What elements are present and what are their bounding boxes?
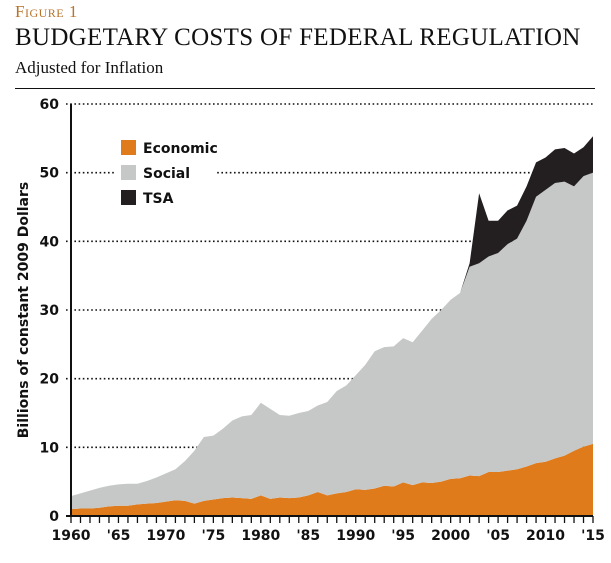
y-axis-label: Billions of constant 2009 Dollars	[16, 182, 32, 439]
area-economic	[71, 443, 593, 516]
x-tick-label: 1960	[52, 528, 91, 544]
y-tick-label: 20	[40, 372, 60, 388]
x-tick-label: 2000	[431, 528, 470, 544]
y-tick-label: 50	[40, 166, 60, 182]
legend-swatch-economic	[121, 140, 136, 155]
x-tick-label: '95	[391, 528, 415, 544]
x-tick-label: '65	[107, 528, 131, 544]
legend-label-tsa: TSA	[143, 191, 174, 207]
x-tick-label: 1980	[241, 528, 280, 544]
y-tick-label: 40	[40, 234, 60, 250]
figure-label: Figure 1	[15, 2, 78, 21]
legend-label-economic: Economic	[143, 141, 218, 157]
header-rule	[15, 88, 595, 89]
chart-title: BUDGETARY COSTS OF FEDERAL REGULATION	[15, 24, 581, 51]
area-tsa	[71, 136, 593, 497]
area-social	[71, 172, 593, 510]
areas	[71, 136, 593, 516]
x-tick-label: 1970	[146, 528, 185, 544]
y-tick-label: 10	[40, 440, 60, 456]
x-tick-label: '85	[296, 528, 320, 544]
y-tick-label: 0	[49, 509, 59, 525]
x-tick-label: '75	[201, 528, 225, 544]
x-tick-label: 2010	[526, 528, 565, 544]
x-tick-label: 1990	[336, 528, 375, 544]
chart-subtitle: Adjusted for Inflation	[15, 58, 164, 77]
legend-label-social: Social	[143, 166, 190, 182]
x-tick-label: '15	[581, 528, 605, 544]
legend: Economic Social TSA	[115, 134, 218, 208]
legend-swatch-social	[121, 165, 136, 180]
y-tick-label: 60	[40, 97, 60, 113]
y-tick-label: 30	[40, 303, 60, 319]
legend-swatch-tsa	[121, 190, 136, 205]
x-tick-label: '05	[486, 528, 510, 544]
axes: 0 10 20 30 40 50 60 1960 '65 1970 '75 1980 '85 1990 '9…	[40, 97, 605, 544]
